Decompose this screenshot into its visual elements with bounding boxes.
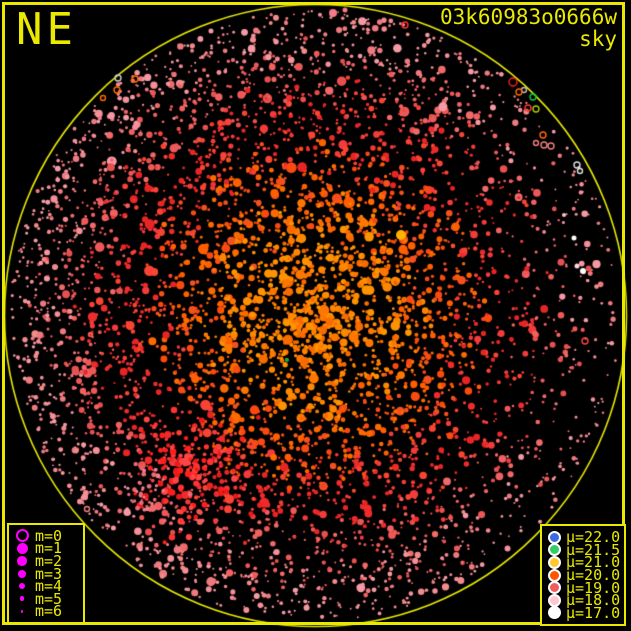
magnitude-symbol-icon <box>18 569 26 578</box>
legend-row: m=5 <box>9 589 83 608</box>
mu-symbol-icon <box>547 555 561 569</box>
mu-symbol-icon <box>547 593 561 607</box>
magnitude-legend: m=0 m=1 m=2 m=3 m=4 m=5 m=6 <box>7 523 85 624</box>
legend-row: μ=20.0 <box>542 566 624 584</box>
legend-row: m=0 <box>9 526 83 545</box>
legend-row: μ=19.0 <box>542 578 624 597</box>
magnitude-symbol-icon <box>17 556 27 566</box>
legend-row: m=2 <box>9 551 83 570</box>
magnitude-symbol-icon <box>15 529 29 543</box>
mu-label: μ=20.0 <box>566 566 621 584</box>
mu-symbol-icon <box>547 606 561 620</box>
magnitude-label: m=0 <box>35 526 63 545</box>
mu-label: μ=17.0 <box>566 603 621 622</box>
mu-label: μ=21.5 <box>566 540 621 559</box>
mu-symbol-icon <box>547 581 561 595</box>
magnitude-label: m=5 <box>35 589 63 608</box>
legend-row: m=6 <box>9 602 83 621</box>
magnitude-symbol-icon <box>19 583 25 590</box>
magnitude-label: m=1 <box>35 539 63 558</box>
legend-row: μ=21.5 <box>542 540 624 559</box>
plot-frame <box>2 2 625 625</box>
mu-label: μ=22.0 <box>566 528 621 547</box>
legend-row: m=4 <box>9 577 83 596</box>
magnitude-label: m=3 <box>35 564 63 583</box>
plot-subtitle: sky <box>579 27 617 51</box>
magnitude-label: m=2 <box>35 551 63 570</box>
mu-symbol-icon <box>547 530 561 544</box>
magnitude-symbol-icon <box>19 596 25 601</box>
magnitude-symbol-icon <box>20 610 24 613</box>
mu-label: μ=19.0 <box>566 578 621 597</box>
mu-label: μ=18.0 <box>566 591 621 610</box>
legend-row: μ=17.0 <box>542 603 624 622</box>
legend-row: μ=22.0 <box>542 528 624 547</box>
legend-row: μ=18.0 <box>542 591 624 610</box>
legend-row: μ=21.0 <box>542 553 624 572</box>
legend-row: m=1 <box>9 539 83 558</box>
mu-symbol-icon <box>547 568 561 582</box>
mu-label: μ=21.0 <box>566 553 621 572</box>
magnitude-symbol-icon <box>16 542 28 554</box>
quadrant-label: NE <box>16 4 77 55</box>
plot-title: 03k60983o0666w <box>439 5 617 29</box>
magnitude-label: m=6 <box>35 602 63 621</box>
mu-symbol-icon <box>547 543 561 557</box>
legend-row: m=3 <box>9 564 83 583</box>
title-block: 03k60983o0666w sky <box>440 6 617 50</box>
mu-legend: μ=22.0 μ=21.5 μ=21.0 μ=20.0 μ=19.0 μ=18.… <box>540 524 626 626</box>
magnitude-label: m=4 <box>35 577 63 596</box>
